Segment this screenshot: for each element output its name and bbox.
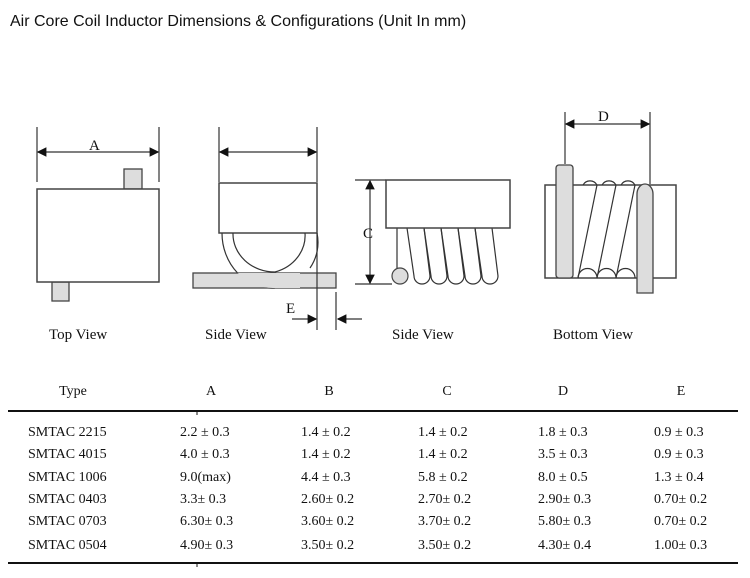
cell-e: 0.9 ± 0.3 [654, 447, 704, 462]
table-row: SMTAC 1006 9.0(max) 4.4 ± 0.3 5.8 ± 0.2 8.0 … [28, 470, 704, 485]
cell-e: 0.70± 0.2 [654, 492, 707, 507]
view-label-top: Top View [49, 327, 107, 343]
table-header: Type A B C D E [59, 384, 685, 399]
cell-c: 3.50± 0.2 [418, 538, 471, 553]
table-row: SMTAC 0703 6.30± 0.3 3.60± 0.2 3.70± 0.2 5.8… [28, 514, 707, 529]
cell-c: 1.4 ± 0.2 [418, 447, 468, 462]
dimension-label-e: E [286, 301, 295, 317]
cell-a: 3.3± 0.3 [180, 492, 226, 507]
cell-c: 2.70± 0.2 [418, 492, 471, 507]
cell-d: 4.30± 0.4 [538, 538, 591, 553]
top-view-drawing: A [36, 127, 160, 302]
header-b: B [324, 384, 333, 399]
cell-type: SMTAC 1006 [28, 470, 107, 485]
dimension-table: Type A B C D E SMTAC 2215 2.2 ± 0.3 1.4 ± … [8, 384, 738, 567]
table-row: SMTAC 0403 3.3± 0.3 2.60± 0.2 2.70± 0.2 2.90… [28, 492, 707, 507]
cell-a: 4.0 ± 0.3 [180, 447, 230, 462]
header-type: Type [59, 384, 87, 399]
cell-b: 3.50± 0.2 [301, 538, 354, 553]
view-label-side-2: Side View [392, 327, 454, 343]
cell-a: 6.30± 0.3 [180, 514, 233, 529]
table-row: SMTAC 2215 2.2 ± 0.3 1.4 ± 0.2 1.4 ± 0.2 1.8… [28, 425, 704, 440]
cell-e: 1.3 ± 0.4 [654, 470, 704, 485]
cell-b: 1.4 ± 0.2 [301, 447, 351, 462]
cell-e: 0.9 ± 0.3 [654, 425, 704, 440]
dimension-label-d: D [598, 109, 609, 125]
page-title: Air Core Coil Inductor Dimensions & Conf… [10, 13, 466, 30]
cell-a: 9.0(max) [180, 470, 231, 485]
cell-d: 8.0 ± 0.5 [538, 470, 588, 485]
cell-b: 2.60± 0.2 [301, 492, 354, 507]
table-row: SMTAC 0504 4.90± 0.3 3.50± 0.2 3.50± 0.2 4.3… [28, 538, 707, 553]
cell-b: 3.60± 0.2 [301, 514, 354, 529]
cell-type: SMTAC 0703 [28, 514, 107, 529]
table-row: SMTAC 4015 4.0 ± 0.3 1.4 ± 0.2 1.4 ± 0.2 3.5… [28, 447, 704, 462]
header-c: C [442, 384, 451, 399]
cell-a: 2.2 ± 0.3 [180, 425, 230, 440]
cell-type: SMTAC 0403 [28, 492, 107, 507]
bottom-view-drawing: D [544, 109, 677, 294]
cell-type: SMTAC 4015 [28, 447, 107, 462]
cell-d: 1.8 ± 0.3 [538, 425, 588, 440]
cell-a: 4.90± 0.3 [180, 538, 233, 553]
header-d: D [558, 384, 568, 399]
cell-d: 5.80± 0.3 [538, 514, 591, 529]
cell-c: 3.70± 0.2 [418, 514, 471, 529]
dimension-label-a: A [89, 138, 100, 154]
side-view-1-drawing: E [192, 127, 362, 330]
side-view-2-drawing: C [355, 179, 511, 285]
view-label-side-1: Side View [205, 327, 267, 343]
cell-b: 4.4 ± 0.3 [301, 470, 351, 485]
cell-c: 5.8 ± 0.2 [418, 470, 468, 485]
cell-c: 1.4 ± 0.2 [418, 425, 468, 440]
cell-type: SMTAC 2215 [28, 425, 107, 440]
cell-e: 0.70± 0.2 [654, 514, 707, 529]
cell-e: 1.00± 0.3 [654, 538, 707, 553]
view-label-bottom: Bottom View [553, 327, 633, 343]
cell-b: 1.4 ± 0.2 [301, 425, 351, 440]
header-a: A [206, 384, 217, 399]
cell-d: 3.5 ± 0.3 [538, 447, 588, 462]
cell-d: 2.90± 0.3 [538, 492, 591, 507]
header-e: E [677, 384, 686, 399]
dimension-label-c: C [363, 226, 373, 242]
cell-type: SMTAC 0504 [28, 538, 107, 553]
